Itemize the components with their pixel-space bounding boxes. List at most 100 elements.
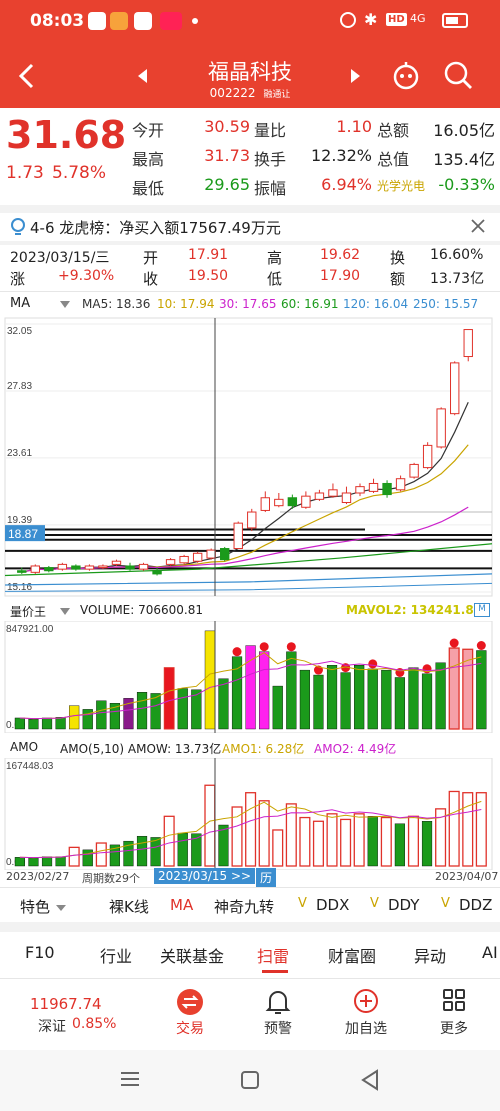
index-value[interactable]: 11967.74 xyxy=(30,995,102,1013)
candle-body xyxy=(287,497,298,507)
search-icon[interactable] xyxy=(443,60,473,92)
bar xyxy=(272,685,283,730)
bar xyxy=(82,849,93,867)
tab-movement[interactable]: 异动 xyxy=(414,947,447,966)
back-icon[interactable] xyxy=(16,62,36,90)
tab-industry[interactable]: 行业 xyxy=(100,947,133,966)
ma120-value: 120: 16.04 xyxy=(343,297,409,311)
bar xyxy=(231,806,243,867)
bar xyxy=(367,668,378,730)
quote-label: 总额 xyxy=(377,121,410,140)
amo-chart[interactable]: 167448.030.00 xyxy=(0,758,500,870)
average-line xyxy=(19,652,482,720)
next-stock-icon[interactable] xyxy=(350,69,360,83)
candle-body xyxy=(355,486,365,494)
back-nav-icon[interactable] xyxy=(360,1069,380,1091)
stock-tag: 融通让 xyxy=(263,90,291,100)
bar xyxy=(191,689,202,730)
tab-ddz[interactable]: DDZ xyxy=(459,896,493,914)
indicator-tabs: 特色 裸K线 MA 神奇九转 V DDX V DDY V DDZ xyxy=(0,888,500,922)
ma-line xyxy=(21,506,469,573)
tab-ddx[interactable]: DDX xyxy=(316,896,350,914)
candle-body xyxy=(450,362,460,415)
ma250-line xyxy=(4,582,493,592)
status-bar: 08:03 ✱ HD 4G xyxy=(0,0,500,44)
bar xyxy=(55,856,66,867)
lightbulb-icon xyxy=(11,218,25,235)
y-tick-label: 23.61 xyxy=(7,448,32,459)
quote-value: 30.59 xyxy=(204,117,250,136)
notice-bar[interactable]: 4-6 龙虎榜：净买入额17567.49万元 xyxy=(0,213,500,241)
quote-value: 16.05亿 xyxy=(433,121,495,140)
y-tick-label: 19.39 xyxy=(7,515,32,526)
tab-ddy[interactable]: DDY xyxy=(388,896,420,914)
grid-icon xyxy=(443,989,465,1011)
app-icon xyxy=(110,12,128,30)
cursor-turnover: 16.60% xyxy=(430,247,484,263)
quote-value: 6.94% xyxy=(321,175,372,194)
chart-frame xyxy=(4,758,493,870)
amo-legend[interactable]: AMO AMO(5,10) AMOW: 13.73亿 AMO1: 6.28亿 A… xyxy=(0,737,500,757)
axis-cursor-date: 2023/03/15 >> xyxy=(154,868,256,884)
alert-button[interactable]: 预警 xyxy=(238,988,318,1040)
bar xyxy=(69,705,80,730)
bar xyxy=(286,651,297,730)
ma-legend[interactable]: MA MA5: 18.36 10: 17.94 30: 17.65 60: 16… xyxy=(0,294,500,314)
bar xyxy=(14,717,25,730)
vip-icon: V xyxy=(370,896,379,911)
kline-chart[interactable]: 32.05 27.83 23.61 19.39 15.16 18.87 xyxy=(0,316,500,598)
price-change: 1.73 xyxy=(6,163,44,183)
amo-title: AMO xyxy=(10,740,39,754)
tab-ma[interactable]: MA xyxy=(170,896,194,914)
amo-value: AMO(5,10) AMOW: 13.73亿 xyxy=(60,742,222,756)
volume-chart[interactable]: 847921.000.00 xyxy=(0,621,500,733)
candle-body xyxy=(111,560,122,565)
vip-icon: V xyxy=(298,896,307,911)
menu-icon[interactable] xyxy=(120,1070,140,1088)
bar xyxy=(68,846,80,867)
tab-feature[interactable]: 特色 xyxy=(20,898,51,916)
tab-ai[interactable]: AI xyxy=(482,943,498,962)
prev-stock-icon[interactable] xyxy=(138,69,148,83)
label: 开 xyxy=(143,249,159,267)
divider xyxy=(0,978,500,979)
bar xyxy=(231,656,243,730)
divider xyxy=(0,922,500,932)
bar xyxy=(28,718,39,730)
chart-frame xyxy=(4,317,493,597)
tab-naked-k[interactable]: 裸K线 xyxy=(109,898,149,916)
sector-name[interactable]: 光学光电 xyxy=(377,179,426,193)
m-badge[interactable]: M xyxy=(474,603,490,617)
volume-legend[interactable]: 量价王 VOLUME: 706600.81 MAVOL2: 134241.89 … xyxy=(0,600,500,620)
signal-dot xyxy=(476,641,486,651)
assistant-icon[interactable] xyxy=(390,60,422,92)
history-button[interactable]: 历 xyxy=(256,868,277,887)
bar xyxy=(380,816,392,867)
candle-body xyxy=(138,563,149,570)
app-icon xyxy=(160,12,182,30)
tab-nine-turn[interactable]: 神奇九转 xyxy=(214,898,275,916)
bar xyxy=(285,803,297,867)
trade-button[interactable]: 交易 xyxy=(150,988,230,1040)
add-watchlist-button[interactable]: 加自选 xyxy=(326,988,406,1040)
bar xyxy=(394,823,405,867)
cursor-date: 2023/03/15/三 xyxy=(10,250,110,266)
notice-text: 4-6 龙虎榜：净买入额17567.49万元 xyxy=(30,219,281,237)
more-button[interactable]: 更多 xyxy=(414,988,494,1040)
bar xyxy=(340,818,352,867)
close-icon[interactable] xyxy=(470,218,486,234)
quote-value: 1.10 xyxy=(336,117,372,136)
bar xyxy=(313,674,324,730)
tab-wealth-circle[interactable]: 财富圈 xyxy=(328,947,377,966)
cursor-open: 17.91 xyxy=(188,247,229,263)
divider xyxy=(0,205,500,213)
tab-scan[interactable]: 扫雷 xyxy=(257,947,290,966)
ma5-value: MA5: 18.36 xyxy=(82,297,151,311)
candle-body xyxy=(247,511,257,529)
bar xyxy=(95,842,107,867)
bar xyxy=(462,648,474,730)
candle-body xyxy=(382,482,392,496)
home-icon[interactable] xyxy=(240,1070,260,1090)
tab-related-fund[interactable]: 关联基金 xyxy=(160,947,225,966)
tab-f10[interactable]: F10 xyxy=(25,943,55,962)
